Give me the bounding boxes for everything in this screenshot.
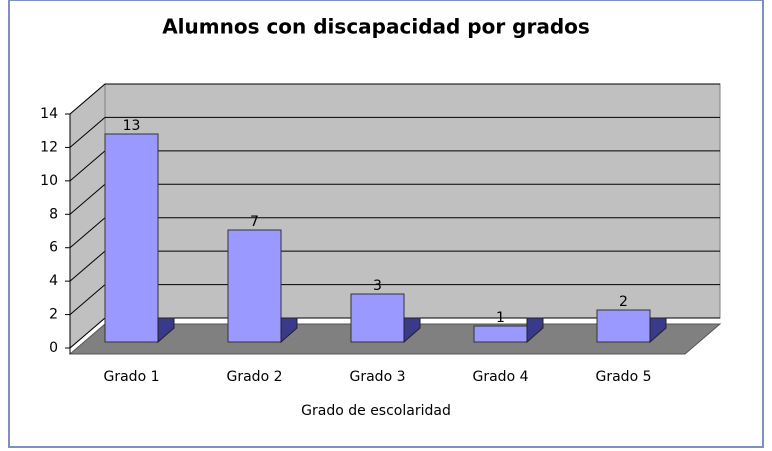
x-axis-label: Grado de escolaridad xyxy=(301,403,451,419)
bar-side xyxy=(280,317,298,344)
y-tick-label: 0 xyxy=(49,340,58,356)
value-label: 13 xyxy=(123,118,141,134)
bar-side xyxy=(526,317,544,344)
grid-line xyxy=(69,150,106,182)
grid-line xyxy=(69,284,106,315)
value-label: 1 xyxy=(496,310,505,326)
bar xyxy=(473,325,528,343)
bar-side xyxy=(403,317,421,344)
x-tick-label: Grado 5 xyxy=(596,369,652,385)
chart-title: Alumnos con discapacidad por grados xyxy=(162,15,590,39)
grid-line xyxy=(69,117,106,148)
bar-side xyxy=(649,317,667,344)
back-wall xyxy=(104,83,721,319)
grid-line xyxy=(69,217,106,249)
x-tick-label: Grado 3 xyxy=(350,369,406,385)
bar xyxy=(350,293,405,343)
x-tick-label: Grado 2 xyxy=(227,369,283,385)
y-tick-label: 6 xyxy=(49,240,58,256)
y-tick-label: 14 xyxy=(40,106,58,122)
y-tick-label: 8 xyxy=(49,206,58,222)
x-tick-label: Grado 4 xyxy=(473,369,529,385)
value-label: 3 xyxy=(373,278,382,294)
value-label: 7 xyxy=(250,214,259,230)
bar xyxy=(227,229,282,343)
grid-line xyxy=(69,183,106,215)
y-tick-label: 4 xyxy=(49,273,58,289)
side-wall xyxy=(69,82,106,350)
value-label: 2 xyxy=(619,294,628,310)
y-tick-label: 10 xyxy=(40,173,58,189)
bar xyxy=(104,133,159,343)
grid-line xyxy=(69,83,106,115)
grid-line xyxy=(69,317,106,349)
bar xyxy=(596,309,651,343)
y-tick-label: 12 xyxy=(40,139,58,155)
bar-side xyxy=(157,317,175,344)
x-tick-label: Grado 1 xyxy=(104,369,160,385)
y-tick-label: 2 xyxy=(49,307,58,323)
grid-line xyxy=(69,250,106,282)
